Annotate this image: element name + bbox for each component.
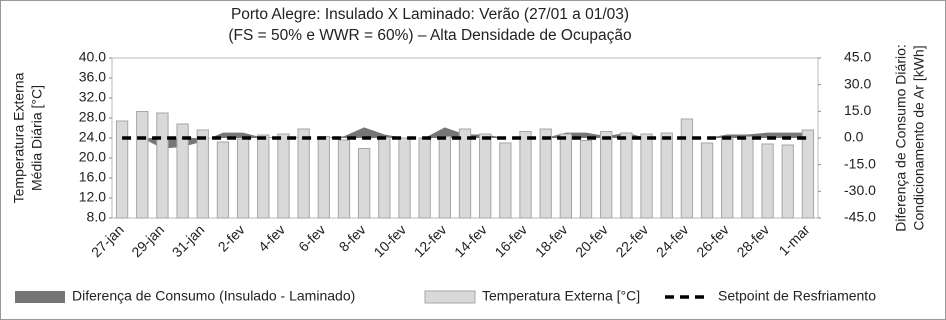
bar [761,143,774,219]
bar [640,133,653,219]
y-tick-label: 8.0 [87,209,107,225]
legend-label: Temperatura Externa [°C] [482,288,640,304]
y2-tick-label: -45.0 [844,209,876,225]
legend-label: Setpoint de Resfriamento [718,288,876,304]
y-label: Média Diária [°C] [29,85,45,191]
bar [236,138,250,219]
bar [277,133,290,219]
bar [257,134,270,219]
y2-tick-label: 30.0 [844,75,871,91]
y-tick-label: 20.0 [79,149,106,165]
bar [499,142,512,219]
bar [579,140,593,219]
bar [115,120,129,219]
bar [136,111,149,219]
y2-tick-label: -30.0 [844,182,876,198]
bar [620,132,633,219]
bar [700,142,714,219]
bar [781,144,794,219]
y2-tick-label: 45.0 [844,49,871,65]
bar [559,133,573,219]
y-tick-label: 12.0 [79,189,106,205]
y2-axis-title: Diferença de Consumo Diário: Condicionam… [893,44,927,232]
bar [801,129,815,219]
bar [741,136,754,219]
bar [438,136,451,219]
y-tick-label: 32.0 [79,89,106,105]
y-tick-label: 36.0 [79,69,106,85]
bar [398,137,411,219]
y2-tick-label: -15.0 [844,155,876,171]
bar [176,123,189,219]
y2-tick-label: 15.0 [844,102,871,118]
y-tick-label: 24.0 [79,129,106,145]
y-axis-title: Temperatura Externa Média Diária [°C] [11,72,45,203]
y-tick-label: 40.0 [79,49,106,65]
bar [519,131,532,219]
y2-tick-label: 0.0 [844,129,864,145]
bar [479,133,492,219]
legend-swatch [15,291,65,303]
bar [337,139,351,219]
legend-swatch [424,290,476,304]
y2-label: Condicionamento de Ar [kWh] [911,45,927,230]
chart-subtitle: (FS = 50% e WWR = 60%) – Alta Densidade … [228,27,631,44]
y-tick-label: 28.0 [79,109,106,125]
bar [418,137,431,219]
bar [297,128,310,219]
bar [539,128,552,219]
bar [357,148,371,219]
y2-label: Diferença de Consumo Diário: [893,44,909,232]
bar [458,128,472,219]
legend-label: Diferença de Consumo (Insulado - Laminad… [72,288,355,304]
bar [317,136,330,219]
y-tick-label: 16.0 [79,169,106,185]
bar [660,132,673,219]
bar [680,118,694,219]
bar [378,137,391,219]
y-label: Temperatura Externa [11,72,27,203]
bar [216,141,230,219]
bar [600,131,613,219]
bar [721,138,734,219]
bar [156,112,169,219]
bar [196,129,209,219]
chart-title: Porto Alegre: Insulado X Laminado: Verão… [231,6,629,23]
